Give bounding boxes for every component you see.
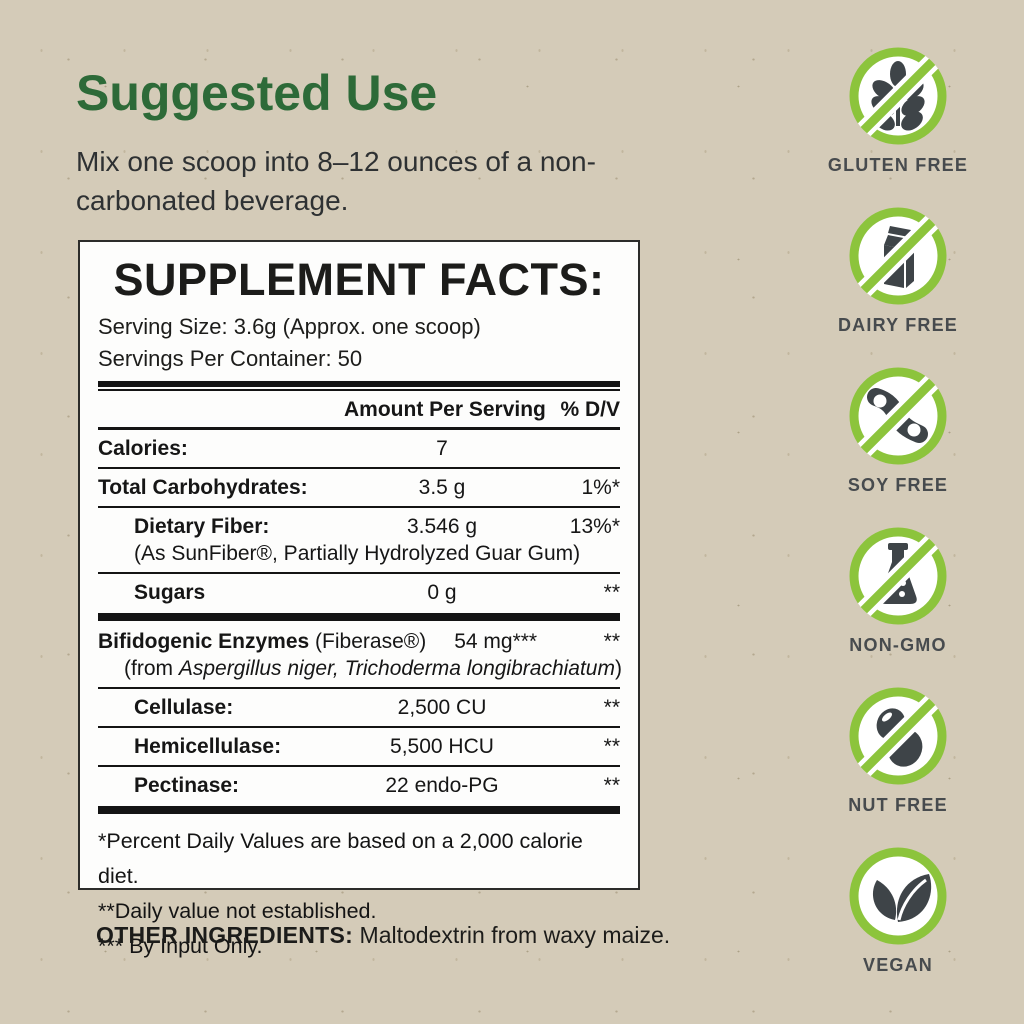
badge-rail: GLUTEN FREE DAIRY FREE SOY F: [813, 44, 983, 1004]
row-amount: 0 g: [427, 581, 457, 604]
wheat-icon: [849, 47, 947, 145]
thin-divider: [98, 506, 620, 508]
top-divider: [98, 381, 620, 391]
row-dv: 1%*: [581, 476, 620, 499]
row-dv: **: [603, 581, 620, 604]
table-row: Pectinase: 22 endo-PG **: [98, 767, 620, 804]
table-row: Hemicellulase: 5,500 HCU **: [98, 728, 620, 765]
badge-label: NON-GMO: [849, 635, 947, 655]
peanut-icon: [849, 687, 947, 785]
table-row: Sugars 0 g **: [98, 574, 620, 611]
badge-non-gmo: NON-GMO: [846, 524, 950, 684]
row-subtext: (from Aspergillus niger, Trichoderma lon…: [124, 657, 622, 680]
other-ingredients-label: OTHER INGREDIENTS:: [96, 922, 354, 948]
row-subtext: (As SunFiber®, Partially Hydrolyzed Guar…: [134, 542, 581, 565]
badge-vegan: VEGAN: [846, 844, 950, 1004]
other-ingredients: OTHER INGREDIENTS: Maltodextrin from wax…: [96, 922, 670, 949]
row-dv: **: [603, 630, 620, 653]
row-dv: **: [603, 774, 620, 797]
row-name: Bifidogenic Enzymes (Fiberase®): [98, 630, 427, 653]
servings-per-container: Servings Per Container: 50: [98, 346, 363, 371]
row-subtext-species: Aspergillus niger, Trichoderma longibrac…: [178, 657, 615, 680]
footnote: *Percent Daily Values are based on a 2,0…: [98, 829, 583, 888]
badge-label: NUT FREE: [848, 795, 948, 815]
column-header-dv: % D/V: [560, 398, 620, 421]
table-row: Calories: 7: [98, 430, 620, 467]
row-amount: 22 endo-PG: [385, 774, 499, 797]
row-amount: 54 mg***: [454, 630, 538, 653]
row-name: Pectinase:: [134, 774, 240, 797]
row-amount: 2,500 CU: [397, 696, 487, 719]
thick-divider: [98, 806, 620, 814]
row-name: Calories:: [98, 437, 188, 460]
row-name-suffix: (Fiberase®): [309, 630, 427, 653]
table-row: Cellulase: 2,500 CU **: [98, 689, 620, 726]
row-dv: **: [603, 696, 620, 719]
row-amount: 3.546 g: [406, 515, 478, 538]
suggested-use-title: Suggested Use: [76, 65, 438, 121]
other-ingredients-text: Maltodextrin from waxy maize.: [353, 922, 671, 948]
supplement-facts-title: SUPPLEMENT FACTS:: [113, 254, 605, 305]
badge-label: DAIRY FREE: [837, 315, 959, 335]
table-row: Bifidogenic Enzymes (Fiberase®) 54 mg*** *…: [98, 623, 622, 687]
row-amount: 5,500 HCU: [390, 735, 494, 758]
leaves-icon-glyph: [872, 874, 932, 922]
thin-divider: [98, 726, 620, 728]
footnote: *** By Input Only.: [98, 934, 263, 958]
badge-gluten-free: GLUTEN FREE: [828, 44, 968, 204]
badge-nut-free: NUT FREE: [846, 684, 950, 844]
thin-divider: [98, 572, 620, 574]
thin-divider: [98, 467, 620, 469]
table-row: Total Carbohydrates: 3.5 g 1%*: [98, 469, 620, 506]
soybean-icon: [849, 367, 947, 465]
row-name: Dietary Fiber:: [134, 515, 270, 538]
row-name: Cellulase:: [134, 696, 234, 719]
facts-header-row: Amount Per Serving % D/V: [98, 391, 620, 430]
thin-divider: [98, 765, 620, 767]
leaves-icon: [849, 847, 947, 945]
badge-label: VEGAN: [862, 955, 933, 975]
row-amount: 3.5 g: [418, 476, 466, 499]
column-header-amount: Amount Per Serving: [344, 398, 546, 421]
row-dv: 13%*: [569, 515, 620, 538]
serving-size: Serving Size: 3.6g (Approx. one scoop): [98, 314, 481, 339]
row-name: Sugars: [134, 581, 206, 604]
flask-icon: [849, 527, 947, 625]
facts-table: Calories: 7 Total Carbohydrates: 3.5 g 1%* Di…: [98, 430, 622, 814]
milk-carton-icon: [849, 207, 947, 305]
badge-label: GLUTEN FREE: [827, 155, 969, 175]
badge-dairy-free: DAIRY FREE: [838, 204, 958, 364]
supplement-facts-panel: SUPPLEMENT FACTS: Serving Size: 3.6g (Ap…: [78, 240, 640, 958]
thick-divider: [98, 613, 620, 621]
thin-divider: [98, 687, 620, 689]
row-dv: **: [603, 735, 620, 758]
table-row: Dietary Fiber: 3.546 g 13%* (As SunFiber®, …: [98, 508, 620, 572]
footnote: **Daily value not established.: [98, 899, 377, 923]
footnotes: *Percent Daily Values are based on a 2,0…: [98, 816, 620, 964]
badge-label: SOY FREE: [847, 475, 949, 495]
row-name: Hemicellulase:: [134, 735, 282, 758]
row-name: Total Carbohydrates:: [98, 476, 308, 499]
badge-soy-free: SOY FREE: [846, 364, 950, 524]
suggested-use-body: Mix one scoop into 8–12 ounces of a non-…: [76, 146, 596, 216]
row-amount: 7: [436, 437, 448, 460]
